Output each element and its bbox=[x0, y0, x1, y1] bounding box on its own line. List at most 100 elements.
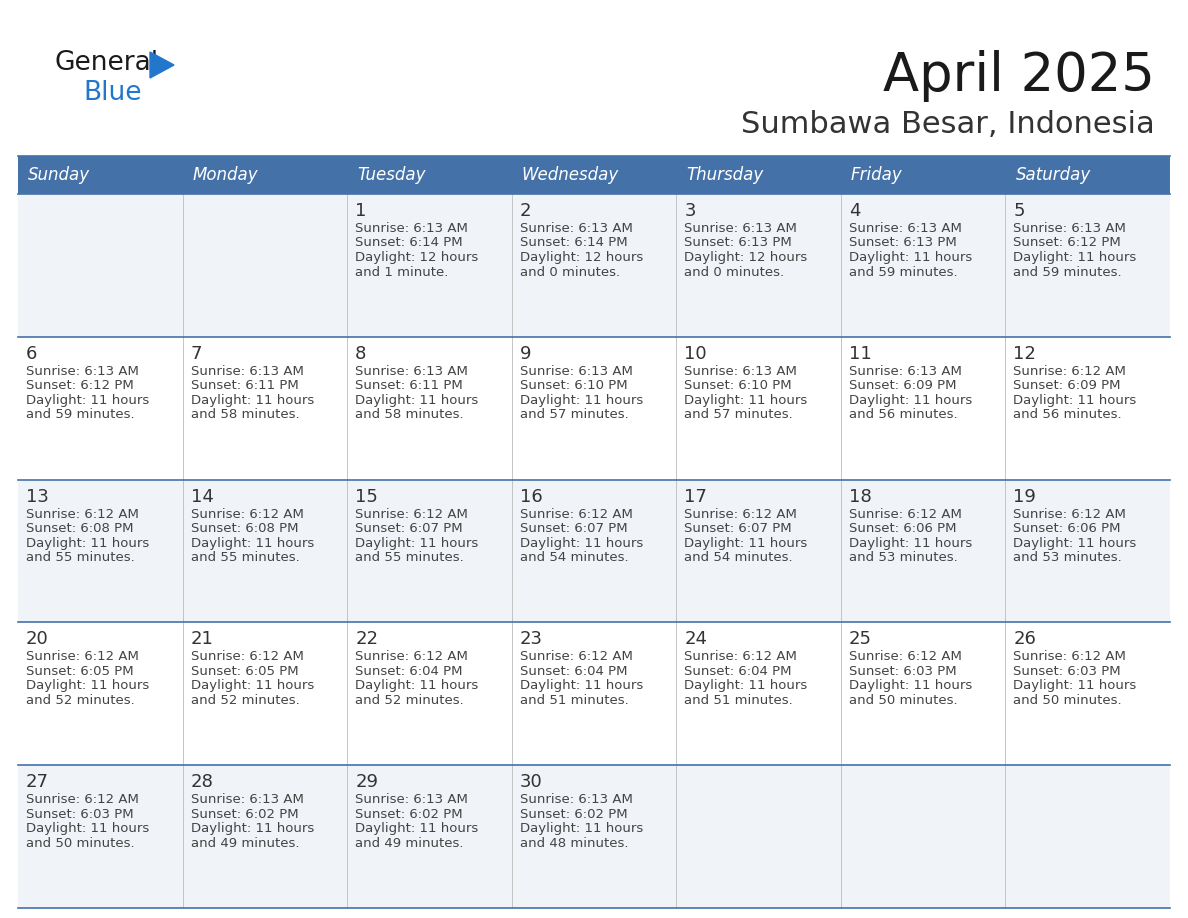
Text: 15: 15 bbox=[355, 487, 378, 506]
Text: and 59 minutes.: and 59 minutes. bbox=[1013, 265, 1121, 278]
Text: and 49 minutes.: and 49 minutes. bbox=[190, 836, 299, 850]
Text: Sunrise: 6:12 AM: Sunrise: 6:12 AM bbox=[1013, 364, 1126, 378]
Text: Daylight: 11 hours: Daylight: 11 hours bbox=[519, 823, 643, 835]
Text: Sunrise: 6:13 AM: Sunrise: 6:13 AM bbox=[190, 793, 303, 806]
Text: 25: 25 bbox=[849, 631, 872, 648]
Text: Daylight: 12 hours: Daylight: 12 hours bbox=[355, 251, 479, 264]
Text: Sunrise: 6:13 AM: Sunrise: 6:13 AM bbox=[355, 222, 468, 235]
Text: and 51 minutes.: and 51 minutes. bbox=[519, 694, 628, 707]
Text: Sunrise: 6:12 AM: Sunrise: 6:12 AM bbox=[26, 793, 139, 806]
Bar bbox=[18, 194, 1170, 337]
Text: and 58 minutes.: and 58 minutes. bbox=[190, 409, 299, 421]
Text: Sunrise: 6:13 AM: Sunrise: 6:13 AM bbox=[355, 793, 468, 806]
Text: Blue: Blue bbox=[83, 80, 141, 106]
Text: Daylight: 11 hours: Daylight: 11 hours bbox=[519, 537, 643, 550]
Text: General: General bbox=[55, 50, 159, 76]
Text: Daylight: 11 hours: Daylight: 11 hours bbox=[26, 823, 150, 835]
Text: Tuesday: Tuesday bbox=[358, 166, 425, 184]
Text: 9: 9 bbox=[519, 345, 531, 363]
Text: Daylight: 11 hours: Daylight: 11 hours bbox=[26, 679, 150, 692]
Text: 12: 12 bbox=[1013, 345, 1036, 363]
Text: 20: 20 bbox=[26, 631, 49, 648]
Text: 24: 24 bbox=[684, 631, 707, 648]
Text: Wednesday: Wednesday bbox=[522, 166, 619, 184]
Text: 2: 2 bbox=[519, 202, 531, 220]
Text: Daylight: 11 hours: Daylight: 11 hours bbox=[684, 394, 808, 407]
Text: 16: 16 bbox=[519, 487, 543, 506]
Polygon shape bbox=[150, 52, 173, 78]
Text: 8: 8 bbox=[355, 345, 367, 363]
Text: Sunrise: 6:12 AM: Sunrise: 6:12 AM bbox=[355, 650, 468, 664]
Text: Daylight: 11 hours: Daylight: 11 hours bbox=[355, 679, 479, 692]
Text: Sunset: 6:14 PM: Sunset: 6:14 PM bbox=[519, 237, 627, 250]
Text: 14: 14 bbox=[190, 487, 214, 506]
Text: Daylight: 12 hours: Daylight: 12 hours bbox=[519, 251, 643, 264]
Text: and 55 minutes.: and 55 minutes. bbox=[355, 551, 463, 564]
Text: Sunset: 6:06 PM: Sunset: 6:06 PM bbox=[1013, 522, 1121, 535]
Text: 19: 19 bbox=[1013, 487, 1036, 506]
Text: Daylight: 11 hours: Daylight: 11 hours bbox=[190, 823, 314, 835]
Text: Sunrise: 6:12 AM: Sunrise: 6:12 AM bbox=[849, 508, 962, 521]
Text: 21: 21 bbox=[190, 631, 214, 648]
Text: Sunrise: 6:12 AM: Sunrise: 6:12 AM bbox=[190, 650, 303, 664]
Text: 28: 28 bbox=[190, 773, 214, 791]
Text: and 49 minutes.: and 49 minutes. bbox=[355, 836, 463, 850]
Text: Sunset: 6:08 PM: Sunset: 6:08 PM bbox=[190, 522, 298, 535]
Text: Sunrise: 6:13 AM: Sunrise: 6:13 AM bbox=[519, 222, 632, 235]
Text: Sunset: 6:03 PM: Sunset: 6:03 PM bbox=[1013, 665, 1121, 677]
Text: Daylight: 11 hours: Daylight: 11 hours bbox=[190, 537, 314, 550]
Text: 23: 23 bbox=[519, 631, 543, 648]
Text: and 55 minutes.: and 55 minutes. bbox=[26, 551, 134, 564]
Text: Sunrise: 6:13 AM: Sunrise: 6:13 AM bbox=[684, 222, 797, 235]
Text: Daylight: 11 hours: Daylight: 11 hours bbox=[355, 823, 479, 835]
Text: Sunrise: 6:12 AM: Sunrise: 6:12 AM bbox=[1013, 650, 1126, 664]
Text: Daylight: 11 hours: Daylight: 11 hours bbox=[849, 394, 972, 407]
Text: Daylight: 11 hours: Daylight: 11 hours bbox=[26, 394, 150, 407]
Text: Sunset: 6:02 PM: Sunset: 6:02 PM bbox=[190, 808, 298, 821]
Text: Sunset: 6:07 PM: Sunset: 6:07 PM bbox=[355, 522, 463, 535]
Text: and 52 minutes.: and 52 minutes. bbox=[190, 694, 299, 707]
Text: and 50 minutes.: and 50 minutes. bbox=[849, 694, 958, 707]
Text: Sunrise: 6:13 AM: Sunrise: 6:13 AM bbox=[355, 364, 468, 378]
Text: Daylight: 11 hours: Daylight: 11 hours bbox=[1013, 537, 1137, 550]
Text: Daylight: 11 hours: Daylight: 11 hours bbox=[1013, 679, 1137, 692]
Text: Sunset: 6:12 PM: Sunset: 6:12 PM bbox=[26, 379, 134, 392]
Text: Sunset: 6:05 PM: Sunset: 6:05 PM bbox=[190, 665, 298, 677]
Text: Sunset: 6:02 PM: Sunset: 6:02 PM bbox=[519, 808, 627, 821]
Text: Sunset: 6:03 PM: Sunset: 6:03 PM bbox=[849, 665, 956, 677]
Text: Sunset: 6:04 PM: Sunset: 6:04 PM bbox=[684, 665, 791, 677]
Text: Daylight: 11 hours: Daylight: 11 hours bbox=[190, 679, 314, 692]
Text: Daylight: 11 hours: Daylight: 11 hours bbox=[1013, 251, 1137, 264]
Text: 27: 27 bbox=[26, 773, 49, 791]
Text: Sunrise: 6:12 AM: Sunrise: 6:12 AM bbox=[519, 508, 632, 521]
Text: 17: 17 bbox=[684, 487, 707, 506]
Text: April 2025: April 2025 bbox=[883, 50, 1155, 102]
Text: and 56 minutes.: and 56 minutes. bbox=[849, 409, 958, 421]
Text: Sunset: 6:07 PM: Sunset: 6:07 PM bbox=[684, 522, 792, 535]
Text: and 55 minutes.: and 55 minutes. bbox=[190, 551, 299, 564]
Text: and 48 minutes.: and 48 minutes. bbox=[519, 836, 628, 850]
Text: Daylight: 11 hours: Daylight: 11 hours bbox=[26, 537, 150, 550]
Text: and 0 minutes.: and 0 minutes. bbox=[519, 265, 620, 278]
Text: Daylight: 12 hours: Daylight: 12 hours bbox=[684, 251, 808, 264]
Text: and 0 minutes.: and 0 minutes. bbox=[684, 265, 784, 278]
Text: and 53 minutes.: and 53 minutes. bbox=[849, 551, 958, 564]
Text: Sunrise: 6:13 AM: Sunrise: 6:13 AM bbox=[849, 364, 962, 378]
Text: 3: 3 bbox=[684, 202, 696, 220]
Text: 10: 10 bbox=[684, 345, 707, 363]
Text: Daylight: 11 hours: Daylight: 11 hours bbox=[849, 537, 972, 550]
Text: Sunset: 6:03 PM: Sunset: 6:03 PM bbox=[26, 808, 133, 821]
Bar bbox=[18, 622, 1170, 766]
Text: Sunrise: 6:12 AM: Sunrise: 6:12 AM bbox=[355, 508, 468, 521]
Text: Daylight: 11 hours: Daylight: 11 hours bbox=[355, 394, 479, 407]
Text: Sunset: 6:13 PM: Sunset: 6:13 PM bbox=[849, 237, 956, 250]
Text: and 57 minutes.: and 57 minutes. bbox=[684, 409, 794, 421]
Text: Sunrise: 6:12 AM: Sunrise: 6:12 AM bbox=[26, 508, 139, 521]
Text: Sunset: 6:10 PM: Sunset: 6:10 PM bbox=[684, 379, 792, 392]
Text: Monday: Monday bbox=[192, 166, 258, 184]
Text: 13: 13 bbox=[26, 487, 49, 506]
Text: Sunrise: 6:12 AM: Sunrise: 6:12 AM bbox=[1013, 508, 1126, 521]
Text: and 59 minutes.: and 59 minutes. bbox=[26, 409, 134, 421]
Text: Sunset: 6:09 PM: Sunset: 6:09 PM bbox=[849, 379, 956, 392]
Text: Sunset: 6:11 PM: Sunset: 6:11 PM bbox=[190, 379, 298, 392]
